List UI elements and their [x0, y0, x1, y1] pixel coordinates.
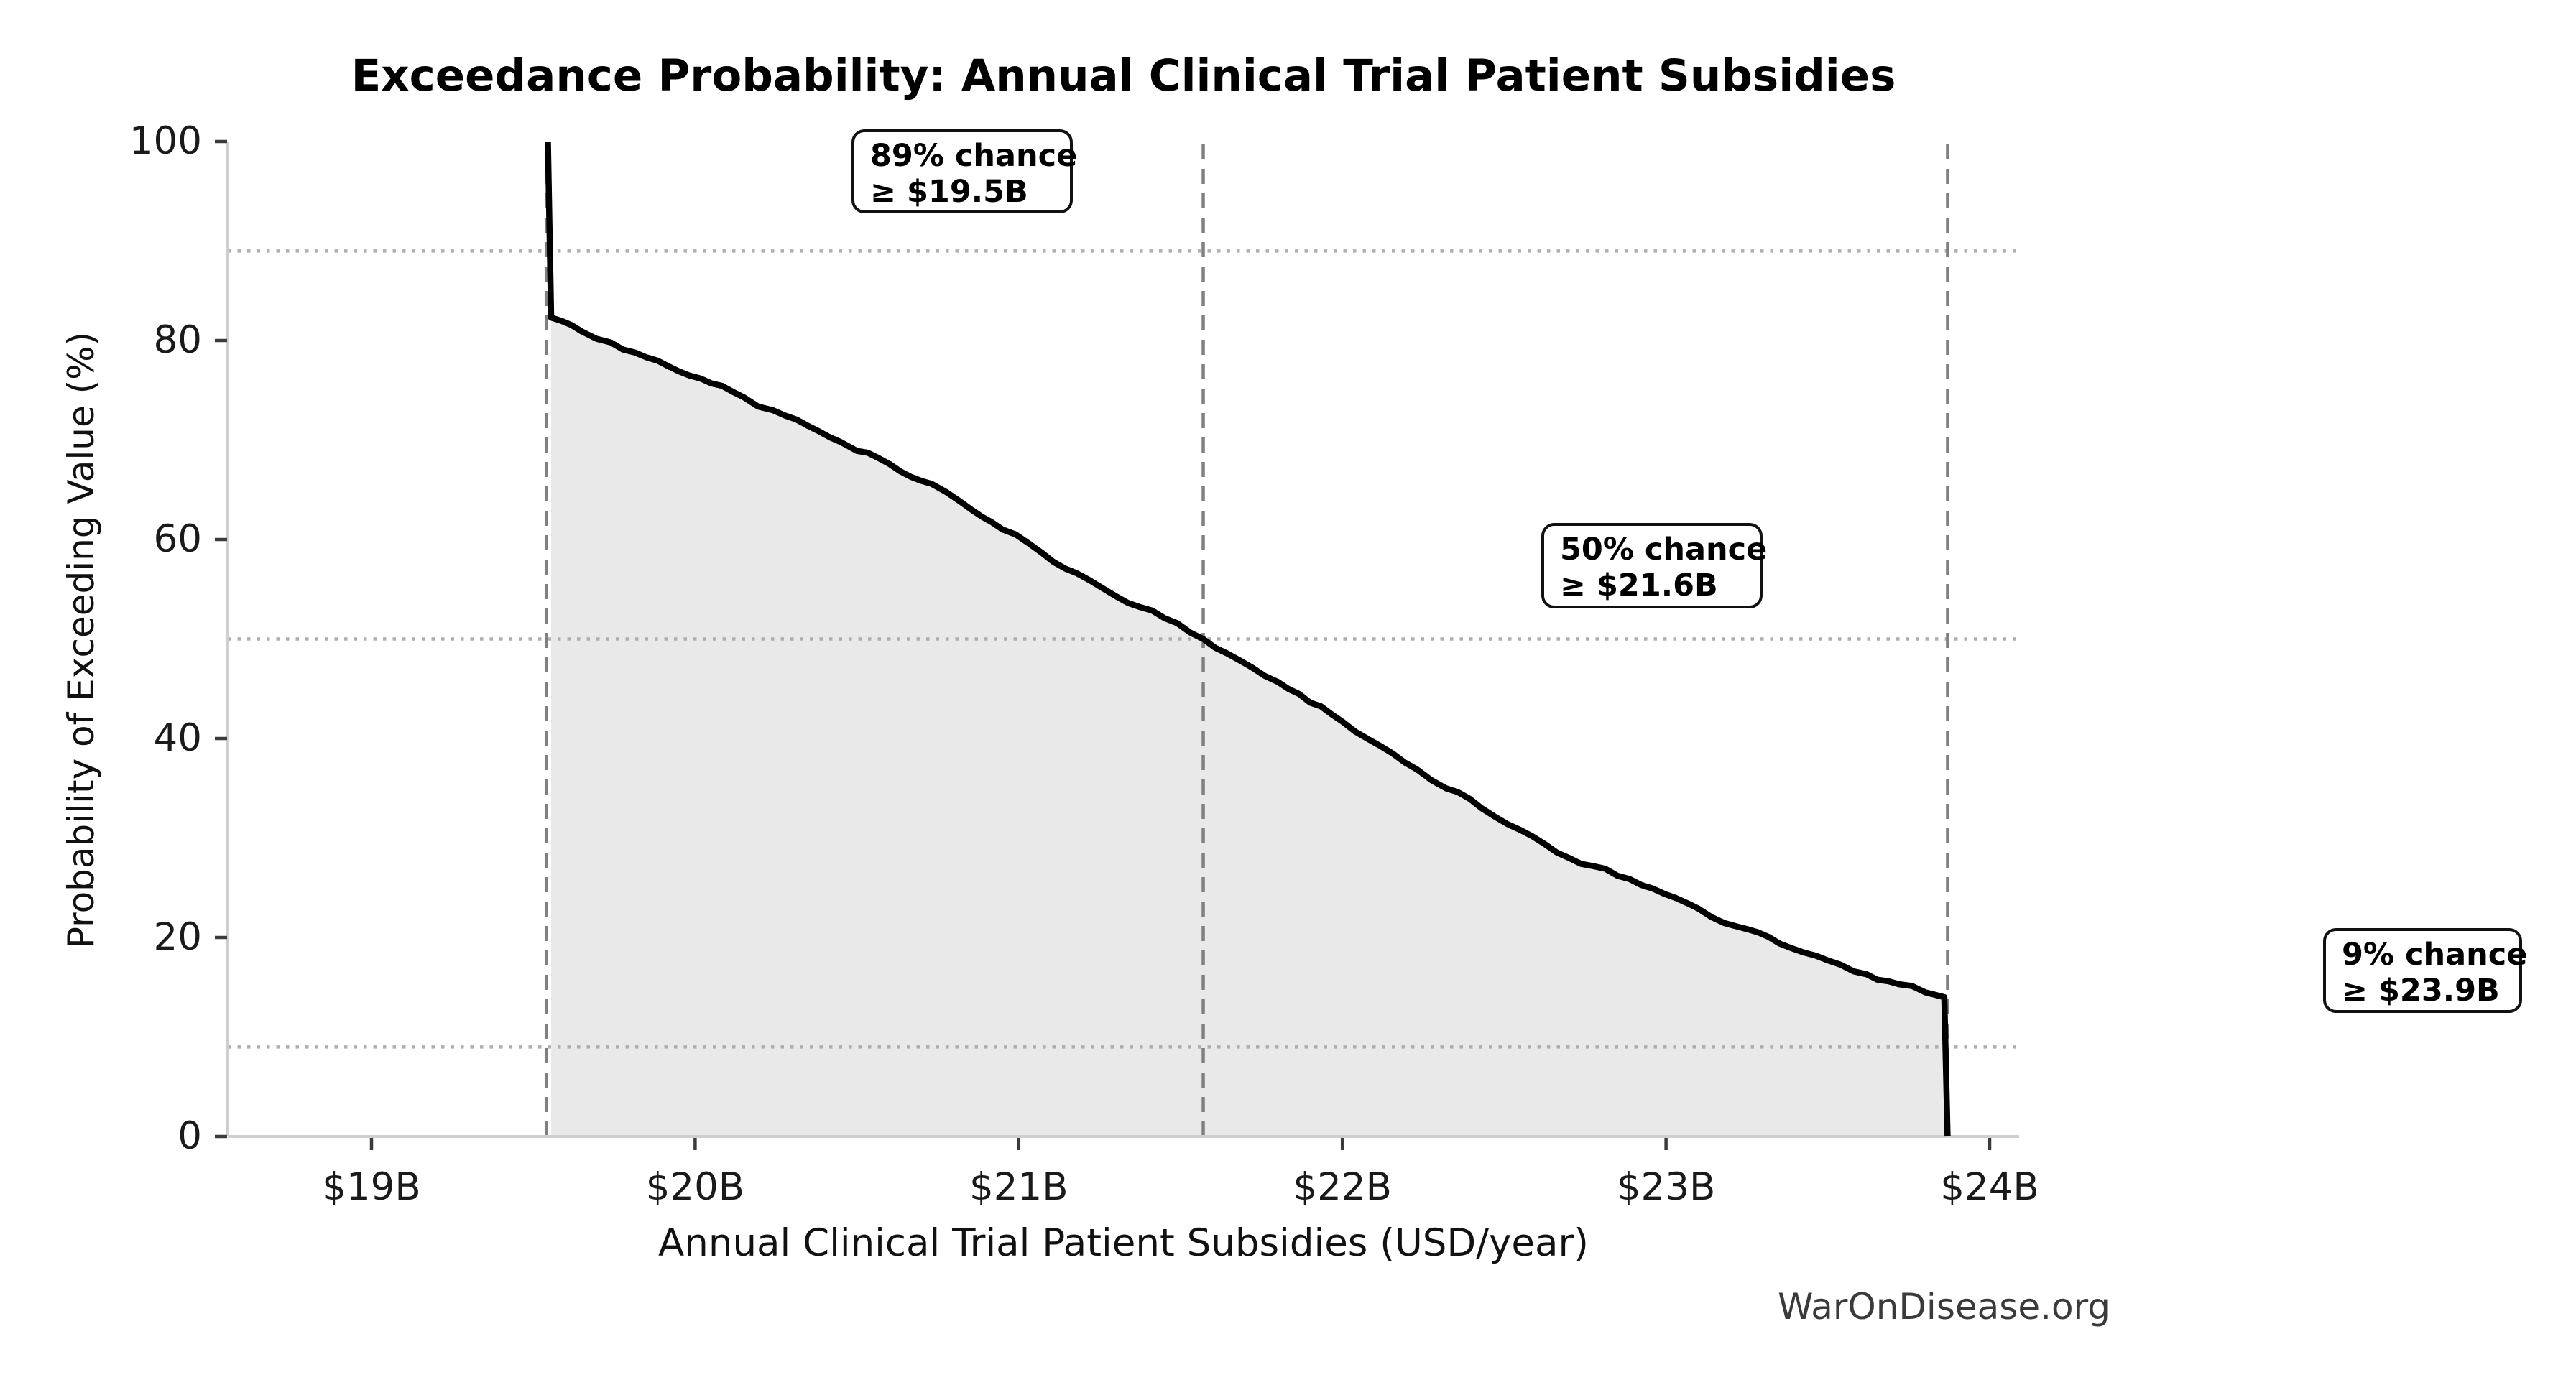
annotation-text: ≥ $23.9B: [2342, 973, 2500, 1009]
x-tick-label: $19B: [322, 1165, 421, 1209]
annotation-box-89pct: 89% chance ≥ $19.5B: [851, 129, 1078, 213]
y-axis-label: Probability of Exceeding Value (%): [60, 331, 102, 949]
annotation-box-9pct: 9% chance ≥ $23.9B: [2323, 928, 2528, 1013]
exceedance-curve: [545, 141, 1951, 1137]
x-tick-label: $24B: [1940, 1165, 2039, 1209]
y-tick-label: 100: [129, 119, 202, 163]
annotation-text: 9% chance: [2342, 937, 2528, 973]
curve-area-fill: [551, 318, 1948, 1137]
annotation-text: ≥ $19.5B: [870, 174, 1028, 210]
y-tick-label: 0: [177, 1114, 202, 1158]
chart-title: Exceedance Probability: Annual Clinical …: [351, 50, 1896, 101]
x-tick-label: $23B: [1616, 1165, 1716, 1209]
annotation-box-50pct: 50% chance ≥ $21.6B: [1541, 523, 1768, 608]
x-tick-label: $21B: [969, 1165, 1068, 1209]
y-tick-label: 40: [153, 716, 202, 760]
y-tick-label: 60: [153, 517, 202, 561]
y-tick-label: 80: [153, 318, 202, 362]
x-tick-label: $22B: [1293, 1165, 1392, 1209]
annotation-text: 89% chance: [870, 138, 1078, 174]
watermark: WarOnDisease.org: [1777, 1286, 2110, 1328]
y-tick-label: 20: [153, 915, 202, 959]
x-tick-label: $20B: [645, 1165, 745, 1209]
annotation-text: ≥ $21.6B: [1560, 568, 1718, 603]
x-axis-label: Annual Clinical Trial Patient Subsidies …: [658, 1221, 1589, 1265]
annotation-text: 50% chance: [1560, 532, 1768, 568]
